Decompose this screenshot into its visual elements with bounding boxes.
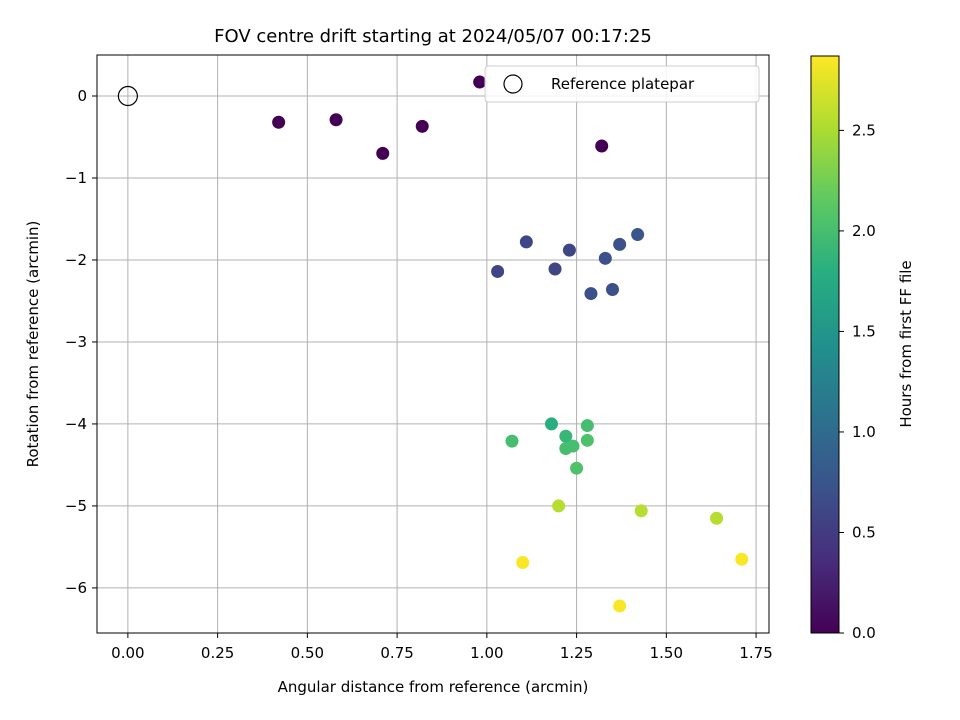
plot-frame [96,54,770,634]
x-tick-label: 1.75 [739,644,772,662]
data-point [735,552,749,566]
data-point [329,113,343,127]
data-point [580,433,594,447]
data-point [584,287,598,301]
data-point [613,599,627,613]
y-tick-label: −2 [65,251,87,269]
data-point [613,237,627,251]
data-point [634,504,648,518]
data-point [598,251,612,265]
legend-label: Reference platepar [551,75,695,93]
x-tick-label: 0.75 [380,644,413,662]
data-point [559,429,573,443]
data-point [605,282,619,296]
y-axis: 0 −1 −2 −3 −4 −5 −6 [65,87,97,597]
y-axis-title: Rotation from reference (arcmin) [24,221,42,468]
colorbar-tick-label: 2.0 [852,222,876,240]
data-point [272,115,286,129]
chart-title: FOV centre drift starting at 2024/05/07 … [214,26,652,47]
data-point [580,419,594,433]
colorbar-tick-label: 0.0 [852,624,876,642]
data-point [491,264,505,278]
data-point [566,439,580,453]
data-point [570,461,584,475]
data-point [562,243,576,257]
data-point [505,434,519,448]
data-point [548,262,562,276]
data-point [516,555,530,569]
x-axis-title: Angular distance from reference (arcmin) [278,678,589,696]
data-point [519,235,533,249]
colorbar-tick-label: 2.5 [852,121,876,139]
colorbar-gradient [810,55,840,634]
x-tick-label: 0.25 [201,644,234,662]
y-tick-label: −5 [65,497,87,515]
colorbar-ticks: 0.0 0.5 1.0 1.5 2.0 2.5 [839,121,876,642]
data-point [376,146,390,160]
x-tick-label: 1.00 [470,644,503,662]
x-tick-label: 0.50 [291,644,324,662]
reference-marker [117,85,138,107]
colorbar-tick-label: 1.0 [852,423,876,441]
x-tick-label: 1.25 [560,644,593,662]
y-tick-label: −6 [65,579,87,597]
colorbar-tick-label: 0.5 [852,523,876,541]
legend: Reference platepar [484,65,760,103]
x-tick-label: 0.00 [111,644,144,662]
data-point [473,75,487,89]
y-tick-label: 0 [77,87,87,105]
legend-marker [503,74,523,94]
colorbar-label: Hours from first FF file [897,260,915,427]
data-point [631,228,645,242]
data-point [595,139,609,153]
data-point [544,417,558,431]
reference-point [117,85,138,107]
data-point [552,499,566,513]
scatter-points [272,75,749,613]
legend-box [484,65,760,103]
y-tick-label: −3 [65,333,87,351]
data-point [710,511,724,525]
y-tick-label: −4 [65,415,87,433]
colorbar: 0.0 0.5 1.0 1.5 2.0 2.5 Hours from first FF f… [810,55,915,642]
x-axis: 0.00 0.25 0.50 0.75 1.00 1.25 1.50 1.75 [111,633,773,662]
y-tick-label: −1 [65,169,87,187]
colorbar-tick-label: 1.5 [852,322,876,340]
grid [97,55,769,633]
data-point [415,119,429,133]
x-tick-label: 1.50 [650,644,683,662]
